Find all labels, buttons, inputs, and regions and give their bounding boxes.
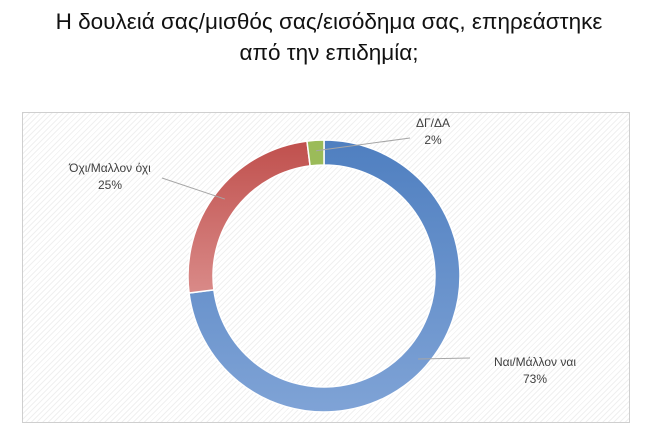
slice-label-1: Όχι/Μαλλον όχι (68, 161, 151, 175)
donut-slice-1 (187, 140, 311, 294)
leader-line-1 (161, 177, 225, 200)
donut-slice-0 (188, 139, 461, 413)
title-line-2: από την επιδημία; (239, 40, 419, 65)
slice-value-label-2: 2% (424, 133, 442, 147)
slice-value-label-1: 25% (98, 178, 122, 192)
title-line-1: Η δουλειά σας/μισθός σας/εισόδημα σας, ε… (55, 9, 603, 34)
slice-label-0: Ναι/Μάλλον ναι (494, 355, 576, 369)
donut-slice-2 (306, 139, 325, 167)
slice-value-label-0: 73% (523, 372, 547, 386)
leader-line-2 (316, 137, 411, 152)
chart-title: Η δουλειά σας/μισθός σας/εισόδημα σας, ε… (0, 6, 658, 68)
leader-line-0 (418, 357, 471, 360)
slice-label-2: ΔΓ/ΔΑ (416, 116, 450, 130)
